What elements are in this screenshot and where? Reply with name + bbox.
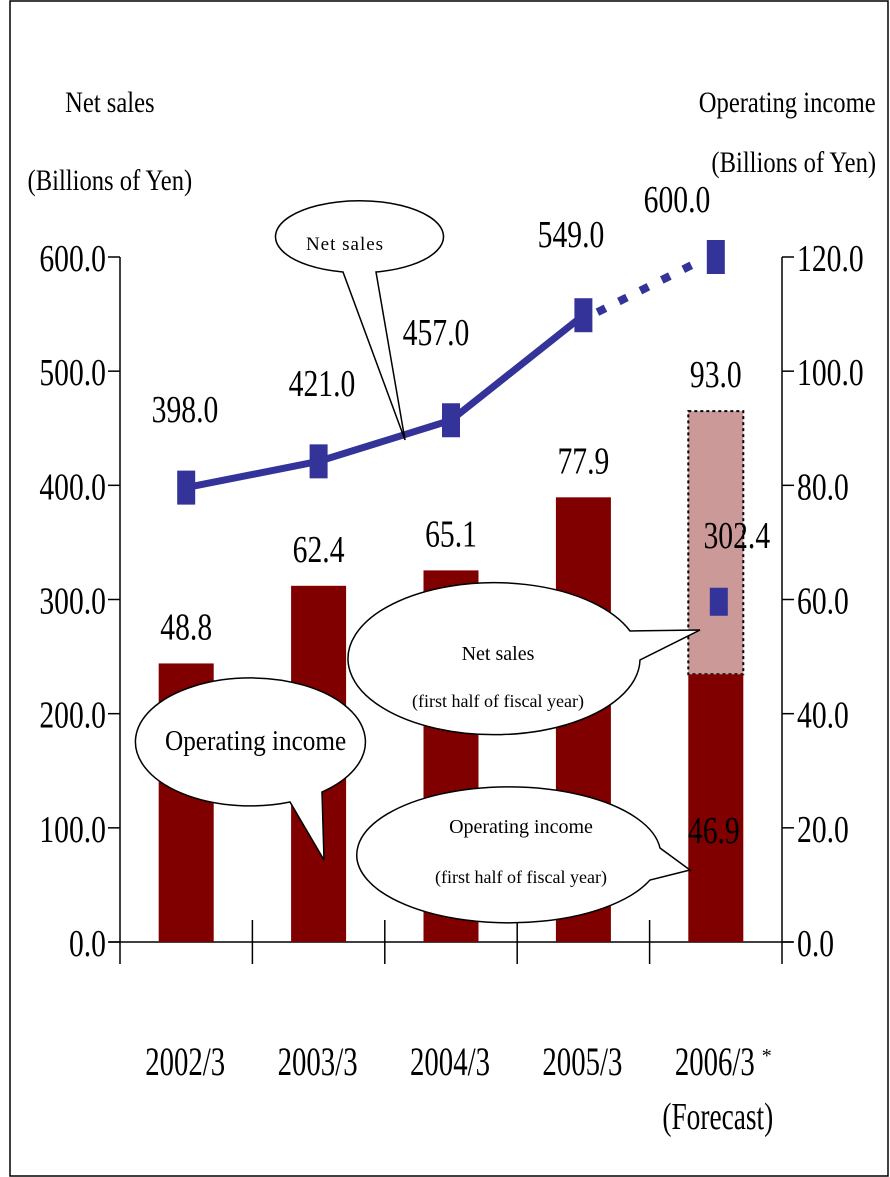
- bar-label-1: 62.4: [293, 529, 345, 570]
- left-tick-label-0: 0.0: [69, 924, 106, 965]
- net-sales-label-2: 457.0: [403, 313, 470, 354]
- x-label-3: 2005/3: [542, 1039, 622, 1084]
- net-sales-half-label: 302.4: [703, 516, 770, 557]
- callout-net-sales-bubble: [274, 199, 445, 441]
- bar-label-2: 65.1: [425, 514, 477, 555]
- left-tick-label-5: 500.0: [39, 353, 106, 394]
- x-label-2: 2004/3: [410, 1039, 490, 1084]
- op-income-half-label: 46.9: [688, 811, 740, 852]
- net-sales-marker-2: [442, 403, 460, 438]
- left-axis-unit: (Billions of Yen): [28, 164, 193, 197]
- callout-net-sales-half-line1: Net sales: [462, 643, 535, 665]
- x-axis-labels: 2002/3 2003/3 2004/3 2005/3 2006/3 * (Forecast…: [145, 1039, 773, 1138]
- callout-op-income-half: Operating income (first half of fiscal y…: [356, 786, 692, 924]
- operating-income-labels: 48.8 62.4 65.1 77.9 93.0 46.9: [160, 355, 741, 852]
- callout-operating-income: Operating income: [134, 677, 367, 861]
- right-tick-label-3: 60.0: [797, 581, 849, 622]
- callout-operating-income-bubble: [134, 677, 367, 861]
- right-tick-label-1: 20.0: [797, 809, 849, 850]
- left-axis-ticks: 0.0 100.0 200.0 300.0 400.0 500.0 600.0: [39, 239, 120, 965]
- callout-net-sales-half-bubble: [347, 581, 701, 736]
- callout-net-sales-half-line2: (first half of fiscal year): [412, 691, 584, 712]
- net-sales-line: [185, 312, 586, 492]
- callout-net-sales-half: Net sales (first half of fiscal year): [347, 581, 701, 736]
- callout-net-sales: Net sales: [274, 199, 445, 441]
- bar-first-half-4: [688, 674, 744, 942]
- callout-net-sales-text: Net sales: [306, 234, 384, 255]
- net-sales-marker-3: [574, 298, 593, 333]
- right-axis-title: Operating income: [699, 86, 876, 119]
- net-sales-half-marker: [709, 587, 728, 616]
- bar-label-0: 48.8: [160, 607, 212, 648]
- net-sales-label-3: 549.0: [538, 215, 605, 256]
- x-label-4: 2006/3: [675, 1039, 755, 1084]
- left-axis-title: Net sales: [65, 86, 154, 119]
- left-tick-label-2: 200.0: [39, 695, 106, 736]
- callout-op-income-half-line1: Operating income: [449, 816, 593, 838]
- callout-op-income-half-bubble: [356, 786, 692, 924]
- right-tick-label-0: 0.0: [797, 924, 834, 965]
- x-label-0: 2002/3: [145, 1039, 225, 1084]
- net-sales-forecast-line: [595, 256, 704, 316]
- bar-label-3: 77.9: [557, 441, 609, 482]
- net-sales-label-0: 398.0: [152, 390, 219, 431]
- net-sales-marker-4: [706, 240, 725, 274]
- right-tick-label-6: 120.0: [797, 239, 864, 280]
- right-axis-unit: (Billions of Yen): [711, 146, 876, 179]
- net-sales-labels: 398.0 421.0 457.0 549.0 600.0: [152, 180, 711, 431]
- first-half-markers: 302.4: [703, 516, 770, 616]
- x-axis-dividers: [119, 920, 783, 964]
- right-tick-label-2: 40.0: [797, 695, 849, 736]
- right-axis-ticks: 0.0 20.0 40.0 60.0 80.0 100.0 120.0: [782, 239, 864, 965]
- bar-label-4: 93.0: [690, 355, 742, 396]
- callout-op-income-half-line2: (first half of fiscal year): [435, 867, 607, 888]
- net-sales-line-layer: [177, 240, 725, 505]
- x-label-forecast-note: (Forecast): [662, 1096, 773, 1138]
- right-tick-label-4: 80.0: [797, 467, 849, 508]
- net-sales-label-4: 600.0: [644, 180, 711, 221]
- x-label-mark: *: [762, 1045, 772, 1067]
- net-sales-marker-0: [177, 470, 196, 505]
- x-label-1: 2003/3: [278, 1039, 358, 1084]
- left-tick-label-4: 400.0: [39, 467, 106, 508]
- left-tick-label-1: 100.0: [39, 809, 106, 850]
- callout-operating-income-text: Operating income: [165, 725, 346, 757]
- left-tick-label-6: 600.0: [39, 239, 106, 280]
- right-tick-label-5: 100.0: [797, 353, 864, 394]
- net-sales-marker-1: [309, 444, 328, 479]
- net-sales-label-1: 421.0: [289, 364, 356, 405]
- left-tick-label-3: 300.0: [39, 581, 106, 622]
